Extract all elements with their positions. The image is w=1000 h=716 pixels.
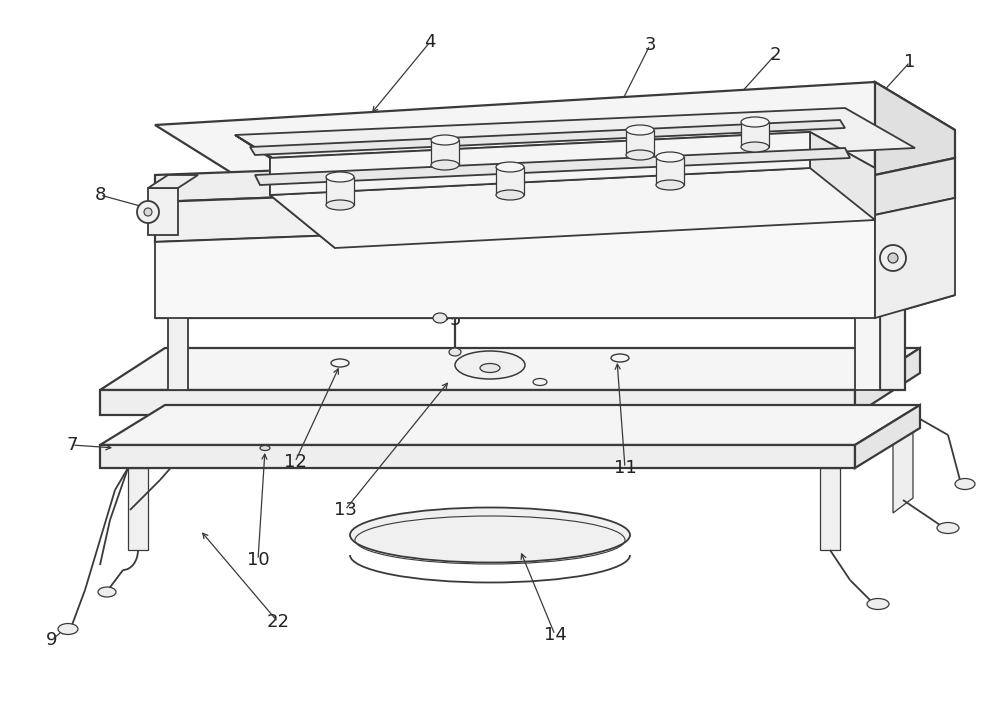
Ellipse shape <box>433 313 447 323</box>
Polygon shape <box>235 108 915 178</box>
Polygon shape <box>855 405 920 468</box>
Ellipse shape <box>496 190 524 200</box>
Polygon shape <box>875 82 955 175</box>
Ellipse shape <box>480 364 500 372</box>
Text: 6: 6 <box>884 331 896 349</box>
Polygon shape <box>235 135 335 195</box>
Ellipse shape <box>496 162 524 172</box>
Ellipse shape <box>611 354 629 362</box>
Text: 1: 1 <box>904 53 916 71</box>
Ellipse shape <box>331 359 349 367</box>
Ellipse shape <box>741 117 769 127</box>
Ellipse shape <box>741 142 769 152</box>
Polygon shape <box>855 348 920 415</box>
Polygon shape <box>496 167 524 195</box>
Ellipse shape <box>955 478 975 490</box>
Text: 2: 2 <box>769 46 781 64</box>
Text: 12: 12 <box>284 453 306 471</box>
Polygon shape <box>893 415 913 513</box>
Ellipse shape <box>326 200 354 210</box>
Ellipse shape <box>937 523 959 533</box>
Text: 10: 10 <box>247 551 269 569</box>
Ellipse shape <box>431 135 459 145</box>
Text: 11: 11 <box>614 459 636 477</box>
Text: 14: 14 <box>544 626 566 644</box>
Polygon shape <box>810 132 875 220</box>
Polygon shape <box>875 198 955 318</box>
Polygon shape <box>155 148 875 202</box>
Polygon shape <box>880 126 905 390</box>
Ellipse shape <box>137 201 159 223</box>
Polygon shape <box>820 468 840 550</box>
Ellipse shape <box>449 348 461 356</box>
Ellipse shape <box>350 508 630 563</box>
Text: 7: 7 <box>66 436 78 454</box>
Polygon shape <box>100 390 855 415</box>
Text: 23: 23 <box>874 283 896 301</box>
Ellipse shape <box>455 351 525 379</box>
Polygon shape <box>326 177 354 205</box>
Polygon shape <box>626 130 654 155</box>
Ellipse shape <box>533 379 547 385</box>
Polygon shape <box>128 468 148 550</box>
Ellipse shape <box>880 245 906 271</box>
Text: 8: 8 <box>94 186 106 204</box>
Polygon shape <box>255 148 850 185</box>
Ellipse shape <box>144 208 152 216</box>
Polygon shape <box>875 158 955 215</box>
Polygon shape <box>270 168 875 248</box>
Ellipse shape <box>867 599 889 609</box>
Polygon shape <box>250 120 845 155</box>
Polygon shape <box>270 132 810 195</box>
Ellipse shape <box>431 160 459 170</box>
Polygon shape <box>155 82 955 175</box>
Polygon shape <box>855 140 880 390</box>
Ellipse shape <box>260 445 270 450</box>
Polygon shape <box>100 405 920 445</box>
Polygon shape <box>741 122 769 147</box>
Polygon shape <box>656 157 684 185</box>
Ellipse shape <box>98 587 116 597</box>
Polygon shape <box>148 175 198 188</box>
Text: 22: 22 <box>267 613 290 631</box>
Polygon shape <box>165 408 185 465</box>
Polygon shape <box>100 348 920 390</box>
Ellipse shape <box>326 172 354 182</box>
Ellipse shape <box>888 253 898 263</box>
Text: 9: 9 <box>46 631 58 649</box>
Text: 13: 13 <box>334 501 356 519</box>
Ellipse shape <box>58 624 78 634</box>
Polygon shape <box>270 132 875 195</box>
Polygon shape <box>168 225 188 390</box>
Ellipse shape <box>656 152 684 162</box>
Polygon shape <box>270 132 810 248</box>
Text: 4: 4 <box>424 33 436 51</box>
Polygon shape <box>155 175 875 242</box>
Polygon shape <box>148 188 178 235</box>
Polygon shape <box>155 215 875 318</box>
Ellipse shape <box>626 150 654 160</box>
Text: 3: 3 <box>644 36 656 54</box>
Polygon shape <box>431 140 459 165</box>
Ellipse shape <box>656 180 684 190</box>
Ellipse shape <box>626 125 654 135</box>
Polygon shape <box>100 445 855 468</box>
Text: 5: 5 <box>449 311 461 329</box>
